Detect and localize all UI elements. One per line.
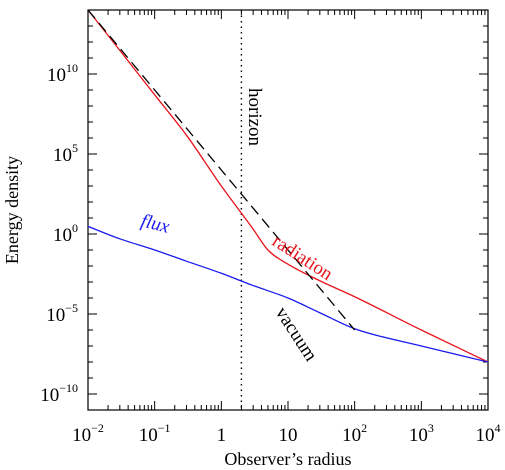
radiation-line: [88, 10, 488, 363]
x-tick-label: 10: [279, 425, 298, 446]
vacuum-line: [88, 10, 356, 331]
x-tick-label: 1: [217, 425, 227, 446]
annotation-horizon: horizon: [244, 88, 265, 147]
annotation-vacuum: vacuum: [271, 303, 321, 365]
y-tick-label: 1010: [47, 61, 78, 86]
flux-line: [88, 225, 488, 363]
tick-labels: 10−2 10−1 1 10 102 103 104 10−10 10−5 100 105 1010: [40, 61, 500, 446]
y-tick-label: 10−5: [46, 301, 78, 326]
series-lines: [88, 10, 488, 363]
annotation-flux: flux: [139, 210, 172, 237]
x-tick-label: 10−1: [139, 421, 171, 446]
axis-ticks: [87, 9, 489, 411]
x-tick-label: 104: [476, 421, 501, 446]
y-tick-label: 100: [53, 221, 78, 246]
y-tick-label: 10−10: [40, 381, 78, 406]
y-axis-label: Energy density: [2, 156, 22, 264]
x-tick-label: 102: [342, 421, 367, 446]
x-tick-label: 103: [409, 421, 434, 446]
x-tick-label: 10−2: [72, 421, 104, 446]
y-tick-label: 105: [53, 141, 78, 166]
plot-frame: [87, 9, 489, 411]
x-axis-label: Observer’s radius: [224, 449, 351, 469]
